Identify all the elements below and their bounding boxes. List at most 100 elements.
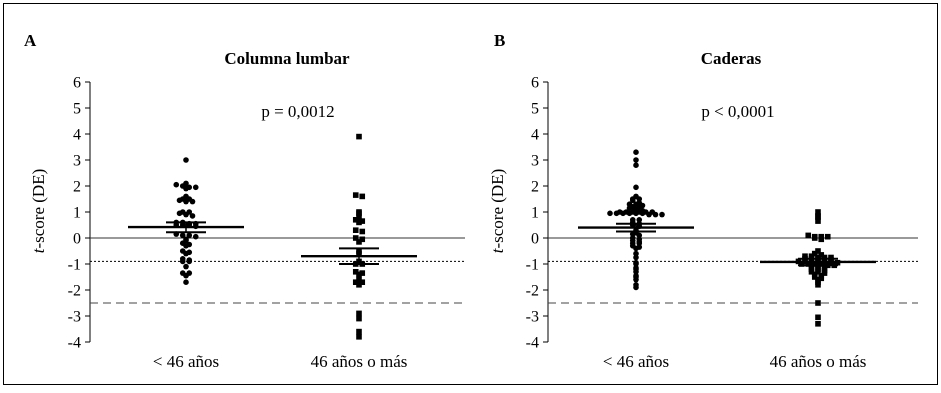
y-tick-label-b-6: 0 [531, 231, 539, 248]
y-tick-label-b-8: -2 [526, 283, 539, 300]
data-point-a-0 [179, 258, 186, 265]
data-point-a-0 [183, 180, 189, 187]
panel-a: A Columna lumbar p = 0,0012 t-score (DE)… [24, 31, 465, 371]
y-tick-label-a-1: 5 [73, 101, 81, 118]
y-tick-label-a-2: 4 [73, 127, 81, 144]
data-point-b-1 [811, 233, 818, 240]
data-points-a [173, 133, 366, 340]
y-tick-label-a-6: 0 [73, 231, 81, 248]
data-point-b-0 [629, 217, 636, 223]
data-point-a-1 [359, 218, 366, 224]
data-point-b-1 [815, 321, 821, 327]
data-point-b-0 [659, 211, 665, 218]
data-point-a-1 [352, 269, 359, 275]
data-point-a-1 [352, 192, 359, 198]
data-point-b-0 [633, 162, 639, 168]
y-tick-label-b-10: -4 [526, 335, 539, 352]
data-point-a-1 [359, 193, 366, 200]
data-point-a-1 [359, 279, 366, 285]
p-value-b: p < 0,0001 [701, 102, 774, 121]
reference-lines-b [548, 237, 918, 304]
data-point-a-1 [356, 276, 362, 283]
p-value-a: p = 0,0012 [261, 102, 334, 121]
data-point-a-1 [356, 239, 362, 245]
data-point-a-0 [179, 209, 186, 215]
panel-label-b: B [494, 31, 505, 50]
data-point-a-1 [356, 310, 362, 317]
data-point-a-0 [183, 193, 189, 200]
data-point-b-0 [633, 184, 639, 191]
y-tick-label-b-2: 4 [531, 127, 539, 144]
data-point-a-0 [186, 232, 193, 239]
data-point-a-0 [183, 272, 189, 279]
figure-frame [3, 3, 938, 385]
summary-bars-a [128, 221, 417, 265]
data-point-b-0 [636, 217, 643, 223]
data-point-b-0 [633, 250, 639, 257]
y-tick-label-b-3: 3 [531, 153, 539, 170]
data-point-b-0 [636, 200, 643, 206]
data-point-a-1 [356, 214, 362, 220]
data-point-a-1 [356, 334, 362, 340]
reference-lines-a [90, 237, 465, 304]
category-label-a-0: < 46 años [153, 352, 219, 371]
data-point-a-0 [173, 181, 180, 188]
data-point-b-0 [626, 201, 633, 207]
data-point-a-1 [359, 270, 366, 276]
y-tick-label-a-7: -1 [68, 257, 81, 274]
data-point-b-1 [805, 261, 812, 267]
data-point-a-1 [352, 279, 359, 285]
data-point-b-0 [639, 207, 646, 214]
data-point-b-0 [633, 193, 639, 200]
data-point-b-1 [815, 282, 821, 288]
data-point-b-1 [805, 232, 812, 239]
data-point-b-1 [815, 314, 821, 321]
data-point-a-1 [352, 235, 359, 241]
data-point-b-1 [818, 275, 825, 282]
data-points-b [607, 149, 841, 327]
panel-label-a: A [24, 31, 37, 50]
data-point-b-0 [633, 261, 639, 267]
category-label-a-1: 46 años o más [311, 352, 408, 371]
data-point-a-0 [183, 250, 189, 257]
data-point-a-0 [179, 232, 186, 239]
data-point-b-1 [818, 252, 825, 258]
y-tick-label-b-1: 5 [531, 101, 539, 118]
y-tick-label-b-4: 2 [531, 179, 539, 196]
data-point-b-1 [808, 269, 815, 275]
data-point-a-0 [183, 279, 189, 286]
data-point-b-1 [815, 248, 821, 254]
data-point-b-0 [649, 209, 656, 215]
category-label-b-0: < 46 años [603, 352, 669, 371]
data-point-a-1 [359, 228, 366, 235]
data-point-a-1 [356, 271, 362, 278]
data-point-a-1 [356, 328, 362, 335]
y-tick-label-a-5: 1 [73, 205, 81, 222]
data-point-a-1 [359, 236, 366, 243]
data-point-a-1 [352, 227, 359, 233]
data-point-b-0 [616, 209, 623, 215]
data-point-a-1 [356, 315, 362, 322]
y-tick-label-a-8: -2 [68, 283, 81, 300]
data-point-b-0 [623, 209, 630, 215]
y-tick-label-a-3: 3 [73, 153, 81, 170]
y-tick-label-b-9: -3 [526, 309, 539, 326]
data-point-a-0 [183, 263, 189, 270]
data-point-a-0 [189, 213, 196, 219]
data-point-a-1 [356, 219, 362, 226]
data-point-b-1 [818, 233, 825, 240]
y-axis-label-rest-a: -score (DE) [29, 169, 48, 249]
data-point-b-1 [811, 250, 818, 257]
y-axis-label-b: t-score (DE) [488, 169, 507, 254]
data-point-b-0 [633, 276, 639, 283]
data-point-b-1 [798, 261, 805, 267]
data-point-a-1 [356, 133, 362, 140]
data-point-b-0 [633, 254, 639, 261]
data-point-a-0 [183, 243, 189, 249]
panel-title-a: Columna lumbar [224, 49, 350, 68]
y-tick-label-b-0: 6 [531, 75, 539, 92]
data-point-b-1 [815, 269, 821, 275]
data-point-b-1 [821, 270, 828, 276]
